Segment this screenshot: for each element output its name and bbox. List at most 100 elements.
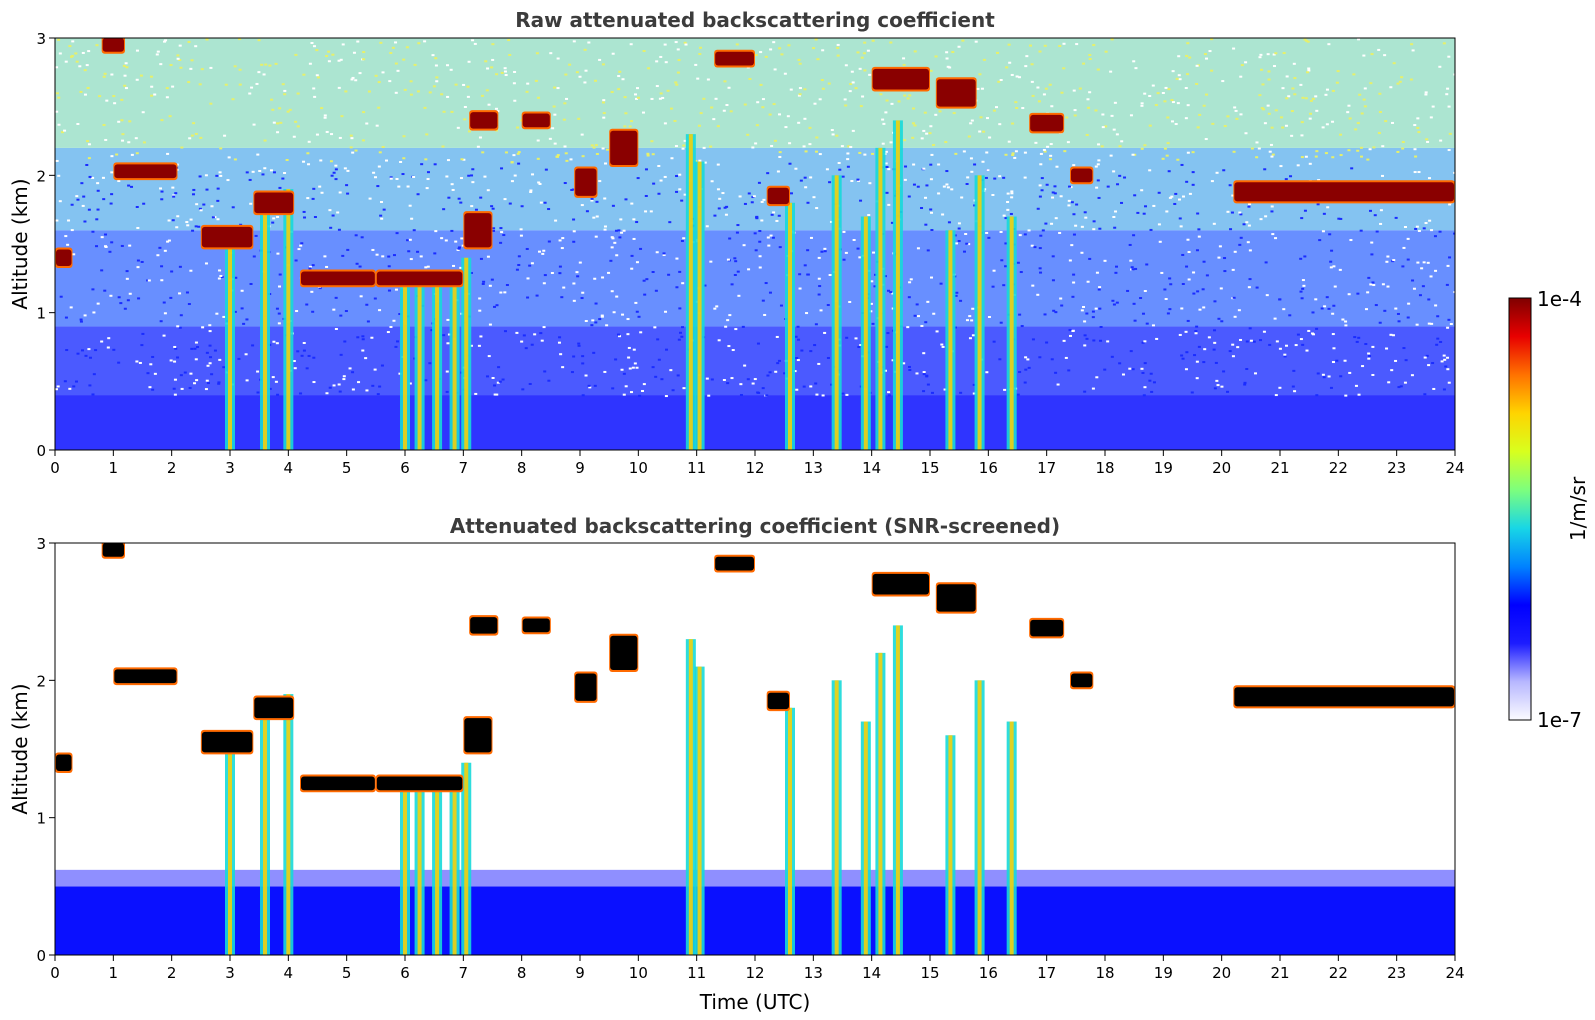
noise-speckle xyxy=(1141,312,1145,315)
noise-speckle xyxy=(351,371,355,374)
noise-speckle xyxy=(605,148,609,151)
noise-speckle xyxy=(641,389,645,392)
noise-speckle xyxy=(263,167,267,170)
plume-core xyxy=(697,666,702,955)
noise-speckle xyxy=(178,265,182,268)
noise-speckle xyxy=(850,70,854,73)
noise-speckle xyxy=(442,208,446,211)
noise-speckle xyxy=(553,113,557,116)
noise-speckle xyxy=(222,366,226,369)
noise-speckle xyxy=(80,182,84,185)
noise-speckle xyxy=(261,173,265,176)
noise-speckle xyxy=(1088,257,1092,260)
noise-speckle xyxy=(945,51,949,54)
noise-speckle xyxy=(808,126,812,129)
noise-speckle xyxy=(1131,268,1135,271)
noise-speckle xyxy=(1407,302,1411,305)
noise-speckle xyxy=(1263,168,1267,171)
noise-speckle xyxy=(803,264,807,267)
noise-speckle xyxy=(619,218,623,221)
noise-speckle xyxy=(1038,356,1042,359)
plume-core xyxy=(263,202,267,450)
noise-speckle xyxy=(1042,148,1046,151)
noise-speckle xyxy=(486,67,490,70)
noise-speckle xyxy=(595,153,599,156)
noise-speckle xyxy=(1040,177,1044,180)
noise-speckle xyxy=(308,62,312,65)
noise-speckle xyxy=(244,353,248,356)
noise-speckle xyxy=(503,291,507,294)
noise-speckle xyxy=(1264,261,1268,264)
noise-speckle xyxy=(1178,333,1182,336)
noise-speckle xyxy=(601,147,605,150)
noise-speckle xyxy=(817,362,821,365)
noise-speckle xyxy=(1326,206,1330,209)
noise-speckle xyxy=(80,349,84,352)
noise-speckle xyxy=(1399,385,1403,388)
noise-speckle xyxy=(1103,368,1107,371)
noise-speckle xyxy=(1192,271,1196,274)
noise-speckle xyxy=(1270,205,1274,208)
noise-speckle xyxy=(1226,115,1230,118)
noise-speckle xyxy=(380,364,384,367)
noise-speckle xyxy=(339,353,343,356)
panel2-x-axis: 0 1 2 3 4 5 6 7 8 9 10 11 12 13 14 15 16 17 18 19 20 21 22 23 24 xyxy=(50,955,1465,982)
noise-speckle xyxy=(115,153,119,156)
noise-speckle xyxy=(135,49,139,52)
noise-speckle xyxy=(242,322,246,325)
noise-speckle xyxy=(526,277,530,280)
noise-speckle xyxy=(515,331,519,334)
noise-speckle xyxy=(817,277,821,280)
noise-speckle xyxy=(374,74,378,77)
noise-speckle xyxy=(1154,104,1158,107)
noise-speckle xyxy=(334,296,338,299)
noise-speckle xyxy=(1177,55,1181,58)
noise-speckle xyxy=(580,204,584,207)
cloud-layer xyxy=(522,113,550,128)
x-tick-label: 4 xyxy=(284,459,294,477)
noise-speckle xyxy=(271,376,275,379)
noise-speckle xyxy=(179,66,183,69)
noise-speckle xyxy=(1403,381,1407,384)
noise-speckle xyxy=(1301,96,1305,99)
noise-speckle xyxy=(201,326,205,329)
noise-speckle xyxy=(71,40,75,43)
noise-speckle xyxy=(176,54,180,57)
noise-speckle xyxy=(680,199,684,202)
noise-speckle xyxy=(270,98,274,101)
noise-speckle xyxy=(1191,171,1195,174)
noise-speckle xyxy=(490,205,494,208)
noise-speckle xyxy=(650,97,654,100)
noise-speckle xyxy=(500,167,504,170)
noise-speckle xyxy=(1131,153,1135,156)
noise-speckle xyxy=(1016,393,1020,396)
noise-speckle xyxy=(1212,222,1216,225)
noise-speckle xyxy=(945,57,949,60)
noise-speckle xyxy=(1410,43,1414,46)
noise-speckle xyxy=(635,221,639,224)
noise-speckle xyxy=(91,176,95,179)
noise-speckle xyxy=(1315,109,1319,112)
noise-speckle xyxy=(1186,319,1190,322)
noise-speckle xyxy=(1353,336,1357,339)
noise-speckle xyxy=(1416,117,1420,120)
noise-speckle xyxy=(339,314,343,317)
noise-speckle xyxy=(1042,93,1046,96)
noise-speckle xyxy=(95,44,99,47)
noise-speckle xyxy=(851,81,855,84)
noise-speckle xyxy=(613,241,617,244)
noise-speckle xyxy=(1279,116,1283,119)
noise-speckle xyxy=(758,255,762,258)
plume-core xyxy=(788,202,792,450)
noise-speckle xyxy=(205,38,209,41)
noise-speckle xyxy=(1054,311,1058,314)
noise-speckle xyxy=(166,152,170,155)
noise-speckle xyxy=(986,117,990,120)
noise-speckle xyxy=(459,266,463,269)
noise-speckle xyxy=(1018,234,1022,237)
noise-speckle xyxy=(72,385,76,388)
noise-speckle xyxy=(392,319,396,322)
noise-speckle xyxy=(530,262,534,265)
x-tick-label: 23 xyxy=(1387,459,1406,477)
